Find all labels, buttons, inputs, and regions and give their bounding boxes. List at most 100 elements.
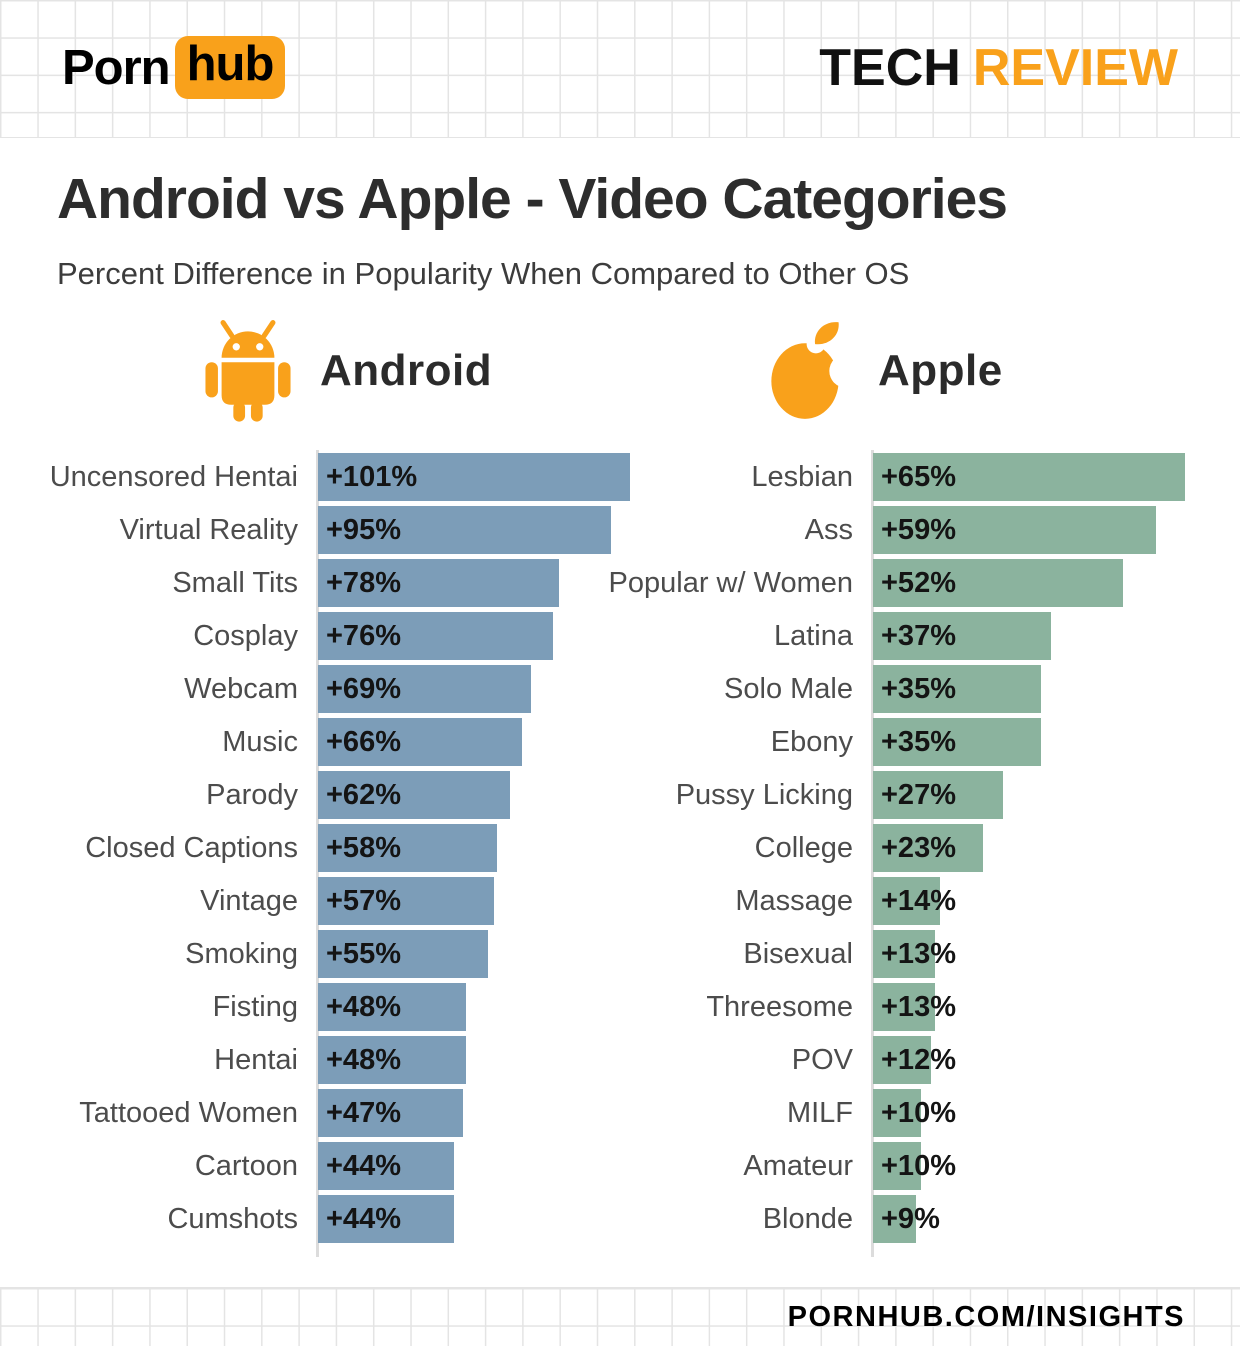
bar-value-label: +10% (881, 1149, 956, 1182)
bar-value-label: +66% (326, 725, 401, 758)
category-label: Cosplay (193, 619, 298, 652)
bar: +76% (318, 612, 553, 660)
bar-value-label: +10% (881, 1096, 956, 1129)
chart-row: Hentai +48% (0, 1036, 630, 1084)
android-header: Android (204, 318, 492, 424)
category-label: Vintage (200, 884, 298, 917)
android-title: Android (320, 346, 493, 395)
bar-value-label: +47% (326, 1096, 401, 1129)
bar: +35% (873, 665, 1041, 713)
bar: +9% (873, 1195, 940, 1243)
chart-row: Fisting +48% (0, 983, 630, 1031)
chart-row: Popular w/ Women +52% (555, 559, 1185, 607)
chart-row: Virtual Reality +95% (0, 506, 630, 554)
chart-row: Latina +37% (555, 612, 1185, 660)
bar: +59% (873, 506, 1156, 554)
category-label: Threesome (706, 990, 853, 1023)
bar-value-label: +14% (881, 884, 956, 917)
chart-row: Small Tits +78% (0, 559, 630, 607)
chart-row: Amateur +10% (555, 1142, 1185, 1190)
chart-row: Ass +59% (555, 506, 1185, 554)
bar-value-label: +35% (881, 672, 956, 705)
category-label: Webcam (184, 672, 298, 705)
bar-value-label: +48% (326, 1043, 401, 1076)
bar-value-label: +44% (326, 1149, 401, 1182)
bar: +48% (318, 1036, 466, 1084)
bar-value-label: +35% (881, 725, 956, 758)
android-chart: Uncensored Hentai +101% Virtual Reality +95… (0, 450, 630, 1257)
tech-review-tech: TECH (819, 39, 961, 97)
bar-value-label: +65% (881, 460, 956, 493)
bar: +48% (318, 983, 466, 1031)
chart-row: Vintage +57% (0, 877, 630, 925)
bar-value-label: +27% (881, 778, 956, 811)
bar-value-label: +59% (881, 513, 956, 546)
chart-row: Cosplay +76% (0, 612, 630, 660)
bar-value-label: +44% (326, 1202, 401, 1235)
category-label: Parody (206, 778, 298, 811)
bar: +13% (873, 983, 956, 1031)
bar: +14% (873, 877, 956, 925)
tech-review-logo: TECH REVIEW (819, 38, 1178, 98)
bar: +44% (318, 1142, 454, 1190)
category-label: College (754, 831, 853, 864)
chart-row: Massage +14% (555, 877, 1185, 925)
chart-row: Cumshots +44% (0, 1195, 630, 1243)
bar: +78% (318, 559, 559, 607)
chart-row: Threesome +13% (555, 983, 1185, 1031)
bar-value-label: +23% (881, 831, 956, 864)
bar: +62% (318, 771, 510, 819)
footer-url: PORNHUB.COM/INSIGHTS (787, 1300, 1185, 1333)
bar: +23% (873, 824, 983, 872)
chart-row: Lesbian +65% (555, 453, 1185, 501)
bar: +95% (318, 506, 611, 554)
bar-value-label: +9% (881, 1202, 940, 1235)
category-label: Tattooed Women (79, 1096, 298, 1129)
bar: +47% (318, 1089, 463, 1137)
chart-row: College +23% (555, 824, 1185, 872)
chart-row: Uncensored Hentai +101% (0, 453, 630, 501)
category-label: MILF (786, 1096, 853, 1129)
apple-header: Apple (768, 320, 1003, 422)
category-label: Cumshots (167, 1202, 298, 1235)
category-label: Solo Male (724, 672, 853, 705)
bar: +10% (873, 1142, 956, 1190)
bar-value-label: +37% (881, 619, 956, 652)
chart-row: Closed Captions +58% (0, 824, 630, 872)
category-label: Latina (773, 619, 853, 652)
category-label: Small Tits (172, 566, 298, 599)
android-robot-icon (205, 320, 291, 422)
category-label: Popular w/ Women (608, 566, 853, 599)
category-label: Ass (804, 513, 853, 546)
apple-chart: Lesbian +65% Ass +59% Popular w/ Women +52% La… (555, 450, 1185, 1257)
bar-value-label: +101% (326, 460, 418, 493)
chart-row: Blonde +9% (555, 1195, 1185, 1243)
bar-value-label: +62% (326, 778, 401, 811)
chart-row: Pussy Licking +27% (555, 771, 1185, 819)
category-label: Hentai (214, 1043, 298, 1076)
category-label: Amateur (743, 1149, 853, 1182)
bar: +35% (873, 718, 1041, 766)
category-label: Smoking (185, 937, 298, 970)
bar: +57% (318, 877, 494, 925)
bar-value-label: +58% (326, 831, 401, 864)
chart-row: Tattooed Women +47% (0, 1089, 630, 1137)
bar-value-label: +57% (326, 884, 401, 917)
pornhub-logo: Porn hub (62, 36, 286, 99)
footer-band: PORNHUB.COM/INSIGHTS (0, 1287, 1240, 1346)
bar: +52% (873, 559, 1123, 607)
chart-row: Smoking +55% (0, 930, 630, 978)
bar: +101% (318, 453, 630, 501)
bar: +66% (318, 718, 522, 766)
bar-value-label: +12% (881, 1043, 956, 1076)
header-band: Porn hub TECH REVIEW (0, 0, 1240, 138)
bar: +12% (873, 1036, 956, 1084)
category-label: Music (222, 725, 298, 758)
bar-value-label: +55% (326, 937, 401, 970)
category-label: Pussy Licking (675, 778, 853, 811)
chart-row: Solo Male +35% (555, 665, 1185, 713)
chart-row: Webcam +69% (0, 665, 630, 713)
bar-value-label: +76% (326, 619, 401, 652)
bar-value-label: +78% (326, 566, 401, 599)
page-title: Android vs Apple - Video Categories (57, 167, 1008, 231)
